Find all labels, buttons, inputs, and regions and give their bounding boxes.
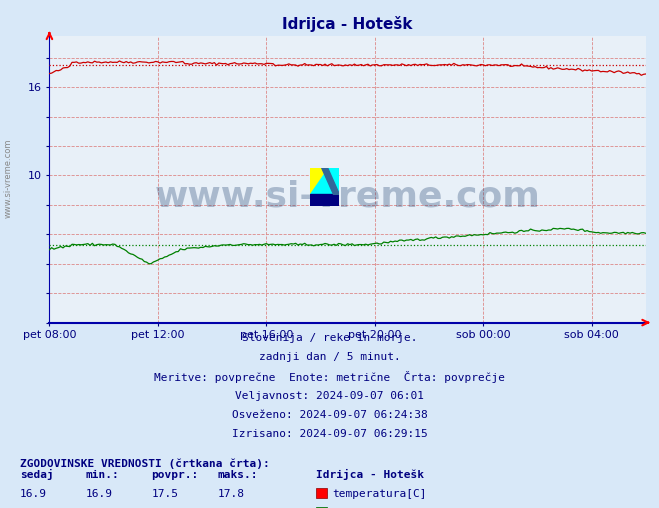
Polygon shape bbox=[310, 168, 339, 195]
Text: min.:: min.: bbox=[86, 469, 119, 480]
Polygon shape bbox=[310, 195, 339, 206]
Text: 16.9: 16.9 bbox=[20, 489, 47, 499]
Text: Meritve: povprečne  Enote: metrične  Črta: povprečje: Meritve: povprečne Enote: metrične Črta:… bbox=[154, 371, 505, 384]
Text: ZGODOVINSKE VREDNOSTI (črtkana črta):: ZGODOVINSKE VREDNOSTI (črtkana črta): bbox=[20, 458, 270, 469]
Text: povpr.:: povpr.: bbox=[152, 469, 199, 480]
Text: 17.5: 17.5 bbox=[152, 489, 179, 499]
Polygon shape bbox=[322, 168, 339, 195]
Text: sedaj: sedaj bbox=[20, 468, 53, 480]
Text: Izrisano: 2024-09-07 06:29:15: Izrisano: 2024-09-07 06:29:15 bbox=[231, 429, 428, 439]
Polygon shape bbox=[310, 168, 328, 195]
Text: Osveženo: 2024-09-07 06:24:38: Osveženo: 2024-09-07 06:24:38 bbox=[231, 410, 428, 420]
Text: 16.9: 16.9 bbox=[86, 489, 113, 499]
Text: Slovenija / reke in morje.: Slovenija / reke in morje. bbox=[242, 333, 417, 343]
Text: temperatura[C]: temperatura[C] bbox=[332, 489, 426, 499]
Text: maks.:: maks.: bbox=[217, 469, 258, 480]
Text: 17.8: 17.8 bbox=[217, 489, 244, 499]
Text: Veljavnost: 2024-09-07 06:01: Veljavnost: 2024-09-07 06:01 bbox=[235, 391, 424, 401]
Title: Idrijca - Hotešk: Idrijca - Hotešk bbox=[282, 16, 413, 31]
Text: www.si-vreme.com: www.si-vreme.com bbox=[155, 179, 540, 213]
Text: Idrijca - Hotešk: Idrijca - Hotešk bbox=[316, 468, 424, 480]
Text: www.si-vreme.com: www.si-vreme.com bbox=[3, 138, 13, 217]
Text: zadnji dan / 5 minut.: zadnji dan / 5 minut. bbox=[258, 352, 401, 362]
